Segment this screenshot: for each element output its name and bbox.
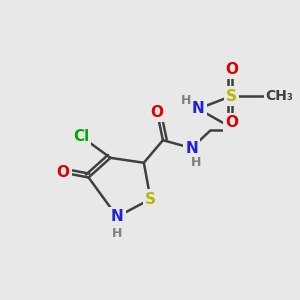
Text: H: H (112, 227, 122, 240)
Text: O: O (225, 115, 238, 130)
Text: H: H (191, 156, 202, 169)
Text: H: H (181, 94, 191, 107)
Text: Cl: Cl (73, 129, 89, 144)
Text: CH₃: CH₃ (265, 89, 293, 103)
Text: O: O (56, 165, 69, 180)
Text: N: N (192, 101, 205, 116)
Text: S: S (226, 88, 237, 104)
Text: S: S (145, 192, 156, 207)
Text: O: O (225, 62, 238, 77)
Text: N: N (111, 209, 124, 224)
Text: N: N (185, 140, 198, 155)
Text: O: O (151, 105, 164, 120)
